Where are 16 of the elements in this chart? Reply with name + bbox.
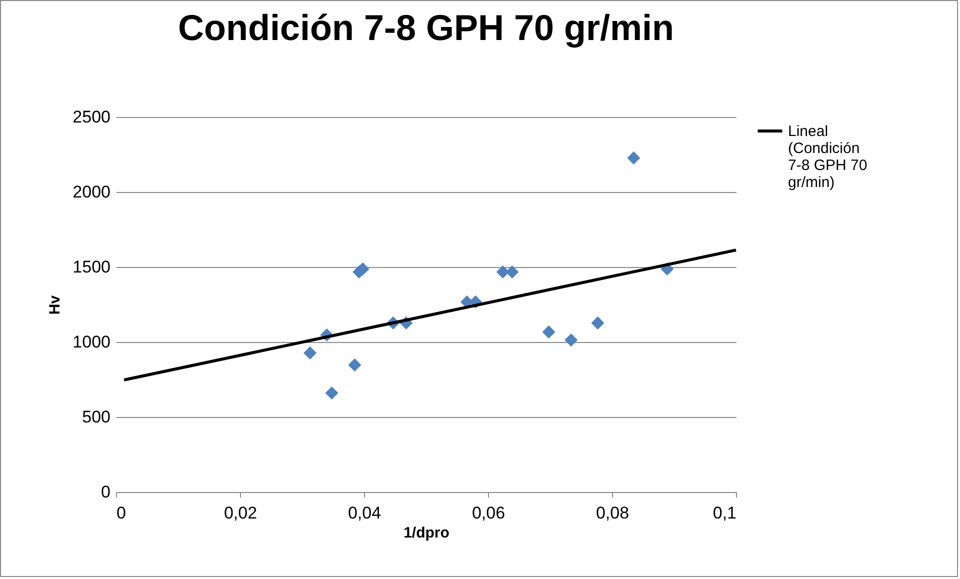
y-tick-label: 0 (101, 482, 110, 502)
y-tick-label: 2500 (72, 108, 110, 126)
x-tick-label: 0,1 (712, 504, 736, 522)
x-tick-label: 0 (116, 504, 126, 522)
y-tick-label: 1500 (72, 258, 110, 276)
x-tick-label: 0,08 (596, 504, 630, 522)
x-axis-title: 1/dpro (404, 524, 450, 542)
y-tick-label: 500 (82, 408, 110, 426)
x-tick-label: 0,04 (348, 504, 382, 522)
x-tick-label: 0,02 (224, 504, 258, 522)
y-axis-title: Hv (46, 294, 64, 315)
chart-title: Condición 7-8 GPH 70 gr/min (178, 7, 674, 48)
legend-label: Lineal (Condición 7-8 GPH 70 gr/min) (788, 123, 868, 191)
x-tick-label: 0,06 (472, 504, 506, 522)
y-tick-label: 1000 (72, 332, 110, 352)
y-tick-label: 2000 (72, 182, 110, 202)
